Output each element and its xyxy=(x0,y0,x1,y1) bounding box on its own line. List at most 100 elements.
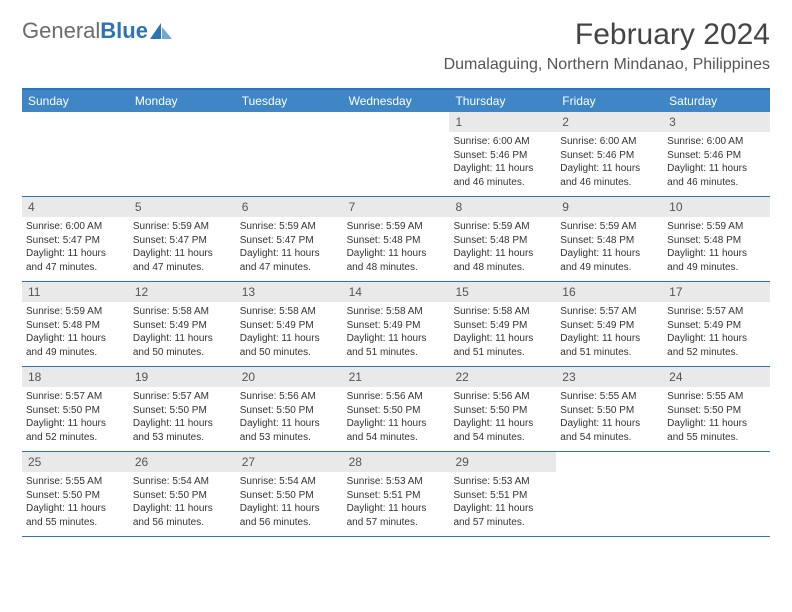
day-cell: 13Sunrise: 5:58 AMSunset: 5:49 PMDayligh… xyxy=(236,282,343,366)
day-header: Sunday xyxy=(22,90,129,112)
sunrise-text: Sunrise: 5:59 AM xyxy=(133,220,232,234)
day-number: 5 xyxy=(129,197,236,217)
logo-text: GeneralBlue xyxy=(22,18,148,44)
sunrise-text: Sunrise: 6:00 AM xyxy=(26,220,125,234)
daylight-line2: and 48 minutes. xyxy=(347,261,446,275)
day-cell: 4Sunrise: 6:00 AMSunset: 5:47 PMDaylight… xyxy=(22,197,129,281)
day-cell: 8Sunrise: 5:59 AMSunset: 5:48 PMDaylight… xyxy=(449,197,556,281)
day-cell: 24Sunrise: 5:55 AMSunset: 5:50 PMDayligh… xyxy=(663,367,770,451)
daylight-line1: Daylight: 11 hours xyxy=(560,417,659,431)
day-number: 1 xyxy=(449,112,556,132)
day-number: 17 xyxy=(663,282,770,302)
sunset-text: Sunset: 5:50 PM xyxy=(240,489,339,503)
sunrise-text: Sunrise: 5:55 AM xyxy=(667,390,766,404)
daylight-line2: and 49 minutes. xyxy=(667,261,766,275)
daylight-line1: Daylight: 11 hours xyxy=(240,417,339,431)
daylight-line2: and 51 minutes. xyxy=(347,346,446,360)
daylight-line2: and 54 minutes. xyxy=(347,431,446,445)
day-cell: 10Sunrise: 5:59 AMSunset: 5:48 PMDayligh… xyxy=(663,197,770,281)
day-number: 3 xyxy=(663,112,770,132)
daylight-line2: and 55 minutes. xyxy=(26,516,125,530)
daylight-line1: Daylight: 11 hours xyxy=(453,332,552,346)
logo: GeneralBlue xyxy=(22,18,172,44)
daylight-line1: Daylight: 11 hours xyxy=(667,162,766,176)
sunrise-text: Sunrise: 6:00 AM xyxy=(667,135,766,149)
day-header: Tuesday xyxy=(236,90,343,112)
daylight-line2: and 55 minutes. xyxy=(667,431,766,445)
sunrise-text: Sunrise: 5:58 AM xyxy=(347,305,446,319)
sunset-text: Sunset: 5:46 PM xyxy=(667,149,766,163)
daylight-line2: and 47 minutes. xyxy=(240,261,339,275)
day-cell: 3 Sunrise: 6:00 AMSunset: 5:46 PMDaylight… xyxy=(663,112,770,196)
day-cell: 15 Sunrise: 5:58 AMSunset: 5:49 PMDayligh… xyxy=(449,282,556,366)
sunset-text: Sunset: 5:50 PM xyxy=(133,489,232,503)
day-cell xyxy=(343,112,450,196)
sunrise-text: Sunrise: 5:56 AM xyxy=(347,390,446,404)
calendar: SundayMondayTuesdayWednesdayThursdayFrid… xyxy=(22,88,770,537)
sunrise-text: Sunrise: 5:57 AM xyxy=(560,305,659,319)
daylight-line1: Daylight: 11 hours xyxy=(560,247,659,261)
week-row: 25Sunrise: 5:55 AMSunset: 5:50 PMDayligh… xyxy=(22,452,770,537)
daylight-line2: and 49 minutes. xyxy=(560,261,659,275)
sunrise-text: Sunrise: 5:57 AM xyxy=(26,390,125,404)
daylight-line2: and 52 minutes. xyxy=(26,431,125,445)
daylight-line2: and 49 minutes. xyxy=(26,346,125,360)
week-row: 4Sunrise: 6:00 AMSunset: 5:47 PMDaylight… xyxy=(22,197,770,282)
daylight-line1: Daylight: 11 hours xyxy=(667,247,766,261)
daylight-line2: and 47 minutes. xyxy=(133,261,232,275)
sunrise-text: Sunrise: 5:54 AM xyxy=(133,475,232,489)
day-cell: 1Sunrise: 6:00 AMSunset: 5:46 PMDaylight… xyxy=(449,112,556,196)
daylight-line1: Daylight: 11 hours xyxy=(347,417,446,431)
daylight-line2: and 50 minutes. xyxy=(133,346,232,360)
daylight-line2: and 53 minutes. xyxy=(133,431,232,445)
day-number: 15 xyxy=(449,282,556,302)
day-header: Wednesday xyxy=(343,90,450,112)
daylight-line1: Daylight: 11 hours xyxy=(26,502,125,516)
day-number: 29 xyxy=(449,452,556,472)
sunset-text: Sunset: 5:50 PM xyxy=(26,404,125,418)
daylight-line2: and 56 minutes. xyxy=(240,516,339,530)
sunset-text: Sunset: 5:46 PM xyxy=(453,149,552,163)
daylight-line1: Daylight: 11 hours xyxy=(26,417,125,431)
daylight-line2: and 53 minutes. xyxy=(240,431,339,445)
sunrise-text: Sunrise: 5:59 AM xyxy=(347,220,446,234)
sunrise-text: Sunrise: 5:56 AM xyxy=(240,390,339,404)
day-cell xyxy=(22,112,129,196)
sunrise-text: Sunrise: 5:59 AM xyxy=(667,220,766,234)
logo-text-a: General xyxy=(22,18,100,43)
day-cell: 29Sunrise: 5:53 AMSunset: 5:51 PMDayligh… xyxy=(449,452,556,536)
day-number: 28 xyxy=(343,452,450,472)
day-cell: 19Sunrise: 5:57 AMSunset: 5:50 PMDayligh… xyxy=(129,367,236,451)
daylight-line1: Daylight: 11 hours xyxy=(453,162,552,176)
daylight-line1: Daylight: 11 hours xyxy=(453,247,552,261)
day-number: 22 xyxy=(449,367,556,387)
logo-text-b: Blue xyxy=(100,18,148,43)
day-cell: 9Sunrise: 5:59 AMSunset: 5:48 PMDaylight… xyxy=(556,197,663,281)
sunrise-text: Sunrise: 5:57 AM xyxy=(667,305,766,319)
day-cell: 27Sunrise: 5:54 AMSunset: 5:50 PMDayligh… xyxy=(236,452,343,536)
sunset-text: Sunset: 5:49 PM xyxy=(453,319,552,333)
daylight-line1: Daylight: 11 hours xyxy=(453,502,552,516)
location-subtitle: Dumalaguing, Northern Mindanao, Philippi… xyxy=(444,56,770,74)
logo-sail-icon xyxy=(150,23,172,39)
sunrise-text: Sunrise: 5:55 AM xyxy=(26,475,125,489)
sunset-text: Sunset: 5:51 PM xyxy=(347,489,446,503)
sunset-text: Sunset: 5:50 PM xyxy=(133,404,232,418)
sunset-text: Sunset: 5:48 PM xyxy=(453,234,552,248)
daylight-line1: Daylight: 11 hours xyxy=(240,247,339,261)
sunrise-text: Sunrise: 5:56 AM xyxy=(453,390,552,404)
day-number: 7 xyxy=(343,197,450,217)
day-number: 2 xyxy=(556,112,663,132)
day-cell: 14Sunrise: 5:58 AMSunset: 5:49 PMDayligh… xyxy=(343,282,450,366)
sunset-text: Sunset: 5:46 PM xyxy=(560,149,659,163)
sunset-text: Sunset: 5:50 PM xyxy=(453,404,552,418)
day-cell: 7Sunrise: 5:59 AMSunset: 5:48 PMDaylight… xyxy=(343,197,450,281)
day-number: 9 xyxy=(556,197,663,217)
day-number: 13 xyxy=(236,282,343,302)
sunset-text: Sunset: 5:50 PM xyxy=(347,404,446,418)
day-cell: 20Sunrise: 5:56 AMSunset: 5:50 PMDayligh… xyxy=(236,367,343,451)
sunset-text: Sunset: 5:48 PM xyxy=(667,234,766,248)
day-cell: 26Sunrise: 5:54 AMSunset: 5:50 PMDayligh… xyxy=(129,452,236,536)
sunrise-text: Sunrise: 5:58 AM xyxy=(453,305,552,319)
day-cell: 28Sunrise: 5:53 AMSunset: 5:51 PMDayligh… xyxy=(343,452,450,536)
